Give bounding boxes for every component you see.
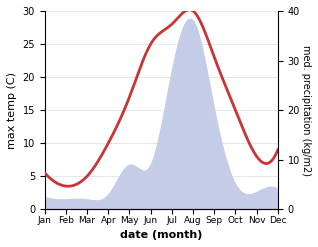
Y-axis label: max temp (C): max temp (C) (7, 72, 17, 149)
X-axis label: date (month): date (month) (120, 230, 203, 240)
Y-axis label: med. precipitation (kg/m2): med. precipitation (kg/m2) (301, 45, 311, 176)
